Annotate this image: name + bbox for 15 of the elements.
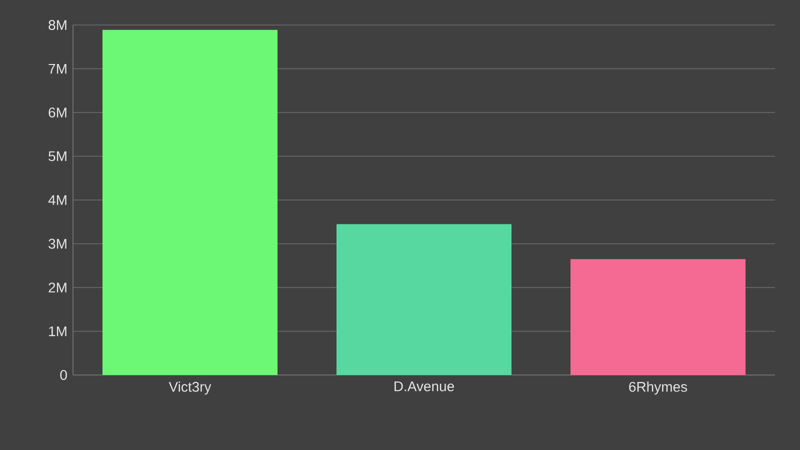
x-tick-label: 6Rhymes (629, 382, 688, 395)
bar (570, 259, 746, 375)
y-tick-label: 7M (48, 64, 66, 74)
y-tick-label: 5M (48, 151, 66, 162)
x-tick-label: Vict3ry (168, 382, 212, 395)
y-tick-label: 0 (60, 370, 67, 380)
y-tick-label: 8M (48, 20, 66, 30)
y-tick-label: 1M (49, 326, 66, 336)
bar (336, 224, 512, 375)
bar (102, 30, 278, 375)
y-tick-label: 2M (48, 282, 66, 292)
y-tick-label: 4M (48, 195, 66, 205)
y-tick-label: 6M (48, 108, 66, 118)
x-tick-label: D.Avenue (394, 382, 454, 392)
y-tick-label: 3M (48, 238, 66, 249)
